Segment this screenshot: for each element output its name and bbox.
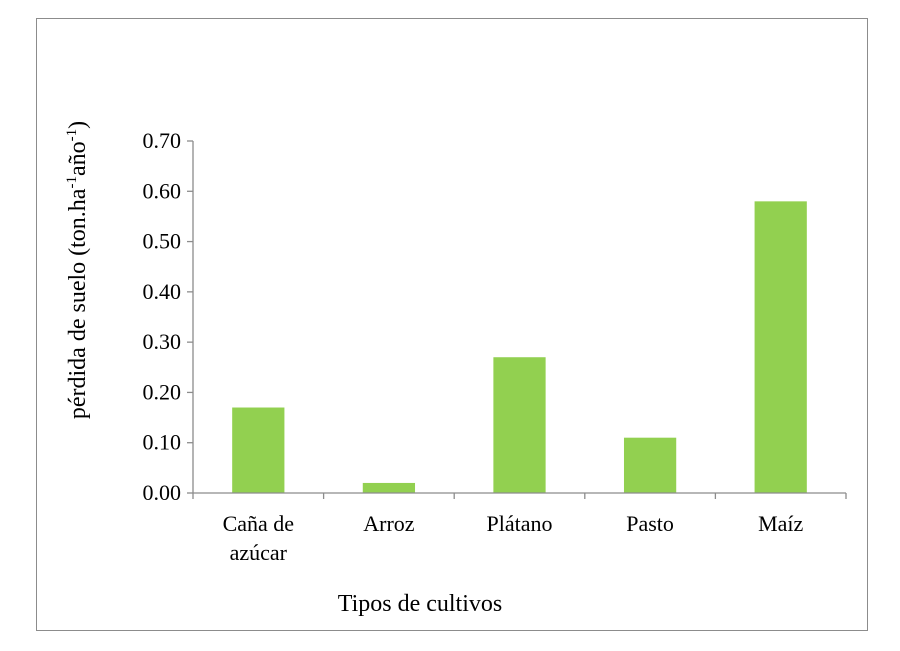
x-tick-label: Caña de azúcar (223, 511, 294, 565)
y-tick-label: 0.20 (143, 379, 182, 404)
bars-group (232, 201, 807, 494)
x-tick-label: Plátano (487, 511, 553, 536)
bar (623, 437, 677, 493)
x-tick-label: Pasto (626, 511, 674, 536)
y-axis-title: pérdida de suelo (ton.ha-1año-1) (64, 121, 91, 419)
y-tick-label: 0.10 (143, 430, 182, 455)
bar (362, 482, 416, 493)
x-tick-label: Arroz (363, 511, 415, 536)
bar (754, 201, 807, 494)
x-tick-label: Maíz (758, 511, 803, 536)
y-tick-label: 0.50 (143, 229, 182, 254)
y-tick-label: 0.30 (143, 329, 182, 354)
x-axis-title: Tipos de cultivos (338, 591, 502, 617)
y-tick-label: 0.70 (143, 128, 182, 153)
y-tick-label: 0.40 (143, 279, 182, 304)
bar (232, 407, 285, 493)
chart-frame (36, 18, 868, 631)
y-tick-label: 0.00 (143, 480, 182, 505)
y-tick-labels: 0.00 0.10 0.20 0.30 0.40 0.50 0.60 0.70 (143, 128, 182, 505)
y-tick-label: 0.60 (143, 178, 182, 203)
x-tick-labels: Caña de azúcar Arroz Plátano Pasto Maíz (223, 511, 804, 565)
axes-group (187, 140, 847, 499)
bar (493, 357, 546, 493)
